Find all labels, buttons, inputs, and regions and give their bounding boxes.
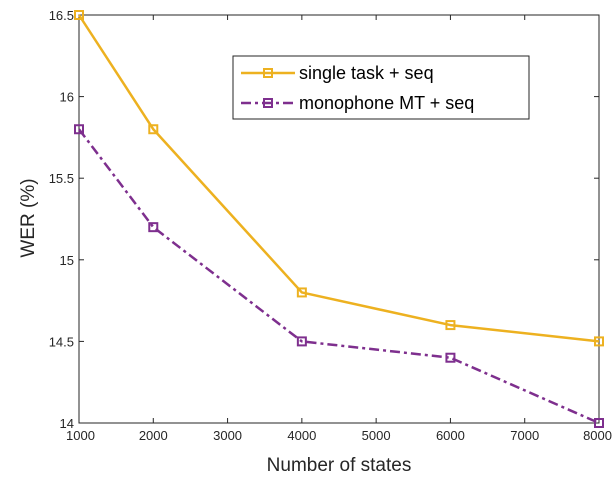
legend-label: single task + seq bbox=[299, 63, 434, 83]
tick-labels: 1000 2000 3000 4000 5000 6000 7000 8000 14 14.5 15… bbox=[49, 8, 612, 443]
data-point-marker bbox=[445, 352, 456, 363]
data-point-marker bbox=[296, 336, 307, 347]
legend-marker bbox=[263, 68, 273, 78]
series-layer bbox=[74, 10, 604, 428]
x-tick-label: 4000 bbox=[287, 428, 316, 443]
series-1 bbox=[74, 10, 604, 347]
y-tick-label: 14.5 bbox=[49, 334, 74, 349]
data-point-marker bbox=[594, 418, 604, 428]
y-tick-label: 15 bbox=[60, 253, 74, 268]
x-axis-title: Number of states bbox=[267, 455, 412, 476]
legend: single task + seq monophone MT + seq bbox=[232, 55, 530, 120]
y-tick-label: 16 bbox=[60, 90, 74, 105]
y-tick-label: 16.5 bbox=[49, 8, 74, 23]
data-point-marker bbox=[74, 124, 84, 135]
x-tick-label: 6000 bbox=[436, 428, 465, 443]
legend-marker bbox=[263, 98, 273, 108]
x-tick-label: 1000 bbox=[66, 428, 95, 443]
data-point-marker bbox=[445, 320, 456, 331]
axes bbox=[78, 14, 600, 424]
x-tick-label: 7000 bbox=[510, 428, 539, 443]
x-tick-label: 5000 bbox=[362, 428, 391, 443]
x-tick-label: 8000 bbox=[583, 428, 612, 443]
series-line bbox=[78, 128, 600, 425]
legend-label: monophone MT + seq bbox=[299, 93, 474, 113]
y-tick-label: 15.5 bbox=[49, 171, 74, 186]
data-point-marker bbox=[148, 222, 159, 233]
data-point-marker bbox=[594, 336, 604, 347]
y-tick-label: 14 bbox=[60, 416, 74, 431]
series-line bbox=[77, 14, 600, 343]
data-point-marker bbox=[296, 287, 307, 298]
series-2 bbox=[74, 124, 604, 428]
plot-frame bbox=[78, 14, 600, 424]
legend-box bbox=[232, 55, 530, 120]
data-point-marker bbox=[148, 124, 159, 135]
x-tick-label: 2000 bbox=[139, 428, 168, 443]
data-point-marker bbox=[74, 10, 84, 20]
y-axis-title: WER (%) bbox=[18, 178, 39, 257]
x-tick-label: 3000 bbox=[213, 428, 242, 443]
